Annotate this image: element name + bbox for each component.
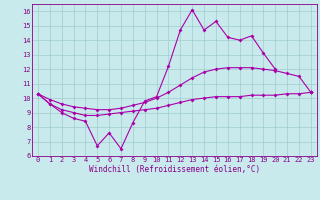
X-axis label: Windchill (Refroidissement éolien,°C): Windchill (Refroidissement éolien,°C) — [89, 165, 260, 174]
